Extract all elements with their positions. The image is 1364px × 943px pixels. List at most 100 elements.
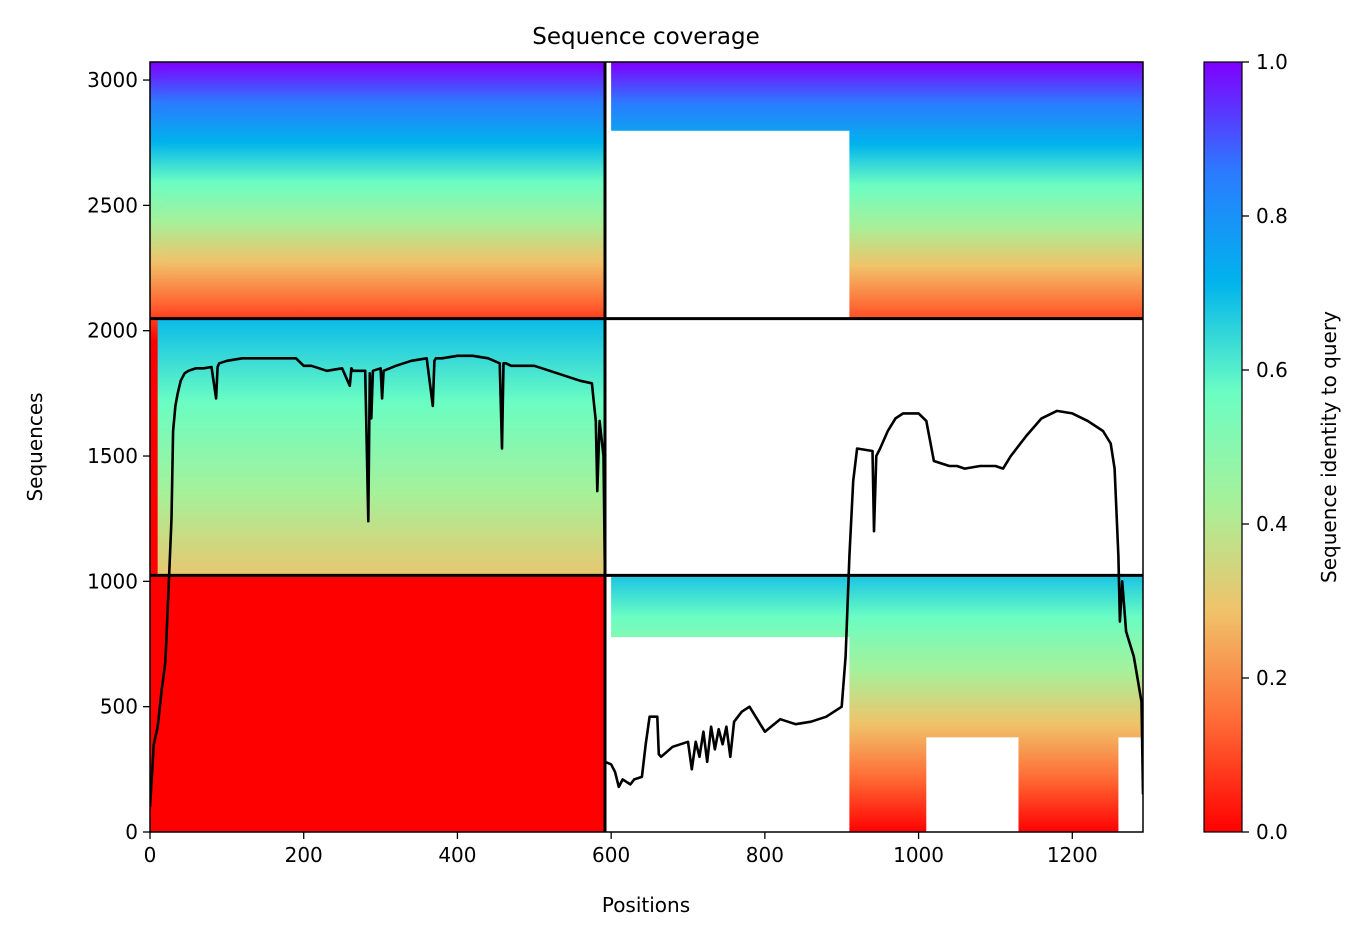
coverage-row — [150, 753, 605, 757]
coverage-row — [611, 606, 1143, 610]
coverage-row — [849, 710, 1143, 714]
coverage-row — [611, 624, 1143, 628]
coverage-row — [150, 685, 605, 689]
coverage-row — [1018, 799, 1119, 803]
coverage-row — [150, 631, 605, 635]
coverage-row — [611, 576, 1143, 579]
coverage-row — [849, 763, 927, 767]
coverage-row — [157, 406, 605, 410]
coverage-row — [403, 282, 604, 286]
coverage-row — [611, 64, 1143, 67]
coverage-row — [169, 268, 304, 272]
coverage-row — [165, 235, 605, 239]
coverage-row — [849, 266, 1143, 270]
coverage-row — [1018, 769, 1119, 773]
coverage-row — [150, 294, 605, 298]
coverage-row — [150, 785, 605, 789]
coverage-row — [849, 264, 1143, 268]
coverage-row — [157, 531, 605, 534]
coverage-row — [1018, 795, 1119, 799]
coverage-row — [849, 724, 1143, 728]
coverage-row — [150, 805, 605, 809]
coverage-row — [150, 803, 605, 807]
coverage-row — [849, 194, 1143, 197]
coverage-row — [157, 545, 605, 548]
coverage-row — [611, 616, 1143, 620]
coverage-row — [849, 682, 1143, 686]
coverage-row — [403, 302, 604, 306]
coverage-row — [150, 771, 605, 775]
coverage-row — [169, 272, 304, 276]
coverage-row — [165, 63, 605, 66]
coverage-row — [165, 201, 605, 204]
coverage-row — [150, 693, 605, 697]
coverage-row — [157, 471, 605, 474]
coverage-row — [165, 73, 605, 76]
coverage-row — [403, 294, 604, 298]
coverage-row — [165, 191, 605, 194]
coverage-row — [157, 322, 605, 326]
coverage-row — [403, 304, 604, 308]
coverage-row — [849, 132, 1143, 135]
coverage-row — [165, 145, 605, 148]
coverage-row — [1018, 807, 1119, 811]
coverage-row — [150, 687, 605, 691]
coverage-row — [157, 418, 605, 422]
coverage-row — [169, 306, 304, 310]
coverage-row — [849, 240, 1143, 244]
coverage-row — [849, 741, 927, 745]
coverage-row — [165, 183, 605, 186]
coverage-row — [849, 246, 1143, 250]
coverage-row — [849, 797, 927, 801]
coverage-row — [165, 179, 605, 182]
coverage-row — [849, 244, 1143, 248]
coverage-row — [849, 791, 927, 795]
coverage-row — [169, 265, 304, 268]
coverage-row — [165, 137, 605, 140]
coverage-row — [157, 559, 605, 562]
coverage-row — [157, 440, 605, 444]
coverage-row — [165, 155, 605, 158]
coverage-row — [849, 150, 1143, 153]
coverage-row — [849, 658, 1143, 662]
coverage-row — [849, 636, 1143, 640]
coverage-row — [165, 211, 605, 214]
coverage-row — [403, 290, 604, 294]
coverage-row — [1018, 749, 1119, 753]
coverage-row — [150, 647, 605, 651]
coverage-row — [611, 634, 1143, 638]
coverage-row — [849, 736, 927, 739]
coverage-row — [165, 213, 605, 216]
coverage-row — [169, 308, 304, 312]
coverage-row — [849, 789, 927, 793]
coverage-row — [1018, 773, 1119, 777]
coverage-row — [157, 569, 605, 572]
coverage-row — [611, 86, 1143, 89]
coverage-row — [150, 745, 605, 749]
coverage-row — [611, 126, 1143, 129]
coverage-row — [849, 688, 1143, 692]
coverage-row — [165, 101, 605, 104]
coverage-row — [165, 147, 605, 150]
coverage-row — [169, 288, 304, 292]
coverage-row — [611, 98, 1143, 101]
coverage-row — [849, 146, 1143, 149]
coverage-lines — [150, 354, 1143, 807]
coverage-row — [165, 131, 605, 134]
coverage-row — [849, 280, 1143, 284]
coverage-row — [849, 680, 1143, 684]
coverage-row — [849, 138, 1143, 141]
coverage-row — [1018, 829, 1119, 832]
coverage-row — [849, 718, 1143, 722]
coverage-row — [849, 702, 1143, 706]
coverage-row — [165, 97, 605, 100]
coverage-row — [1018, 821, 1119, 825]
coverage-row — [849, 254, 1143, 258]
coverage-row — [157, 398, 605, 402]
colorbar-tick-label: 0.4 — [1256, 512, 1288, 536]
coverage-row — [165, 221, 605, 225]
coverage-row — [165, 163, 605, 166]
coverage-row — [157, 475, 605, 478]
coverage-row — [1018, 781, 1119, 785]
coverage-row — [611, 110, 1143, 113]
